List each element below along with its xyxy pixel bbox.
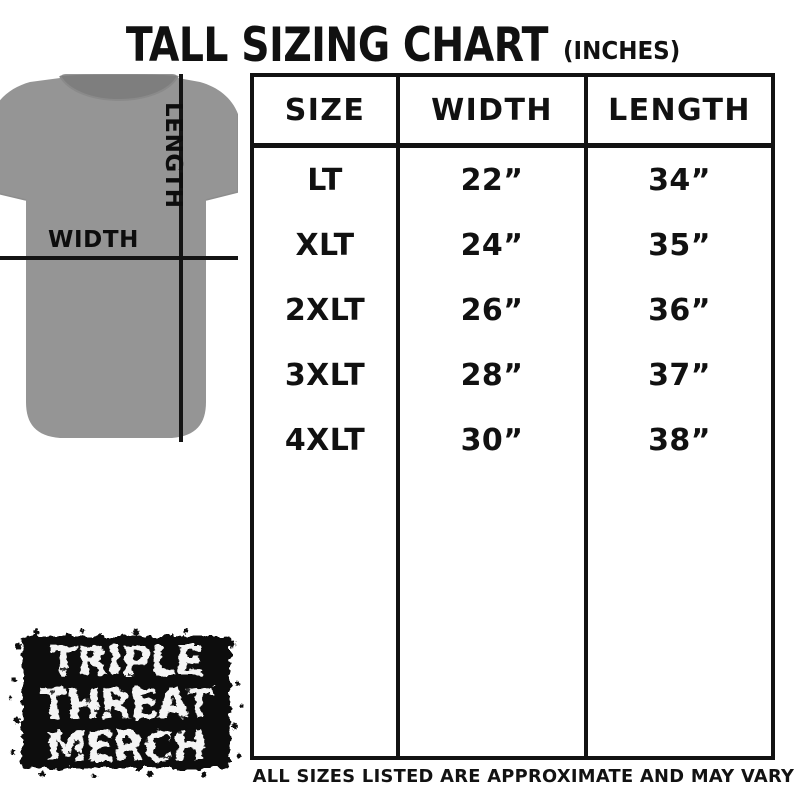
column-header-length: LENGTH bbox=[584, 77, 771, 143]
logo-line-triple: TRIPLE bbox=[50, 637, 203, 685]
page-title-main: TALL SIZING CHART bbox=[125, 18, 549, 73]
cell-size: 3XLT bbox=[284, 358, 366, 393]
approximate-sizes-note: ALL SIZES LISTED ARE APPROXIMATE AND MAY… bbox=[252, 766, 795, 787]
cell-width: 24” bbox=[396, 213, 584, 278]
length-measure-label: LENGTH bbox=[160, 102, 186, 209]
logo-line-merch: MERCH bbox=[46, 723, 206, 771]
table-row: XLT 24” 35” bbox=[254, 213, 771, 278]
table-row: 3XLT 28” 37” bbox=[254, 343, 771, 408]
table-header-row: SIZE WIDTH LENGTH bbox=[254, 77, 771, 148]
cell-width: 26” bbox=[396, 278, 584, 343]
cell-size: LT bbox=[307, 163, 343, 198]
table-body: LT 22” 34” XLT 24” 35” 2XLT 26” 36” 3XLT… bbox=[254, 148, 771, 759]
cell-length: 37” bbox=[584, 343, 771, 408]
table-row: LT 22” 34” bbox=[254, 148, 771, 213]
page-title-unit: (INCHES) bbox=[562, 36, 680, 65]
column-header-width: WIDTH bbox=[396, 77, 584, 143]
cell-size: XLT bbox=[295, 228, 355, 263]
cell-width: 22” bbox=[396, 148, 584, 213]
cell-length: 36” bbox=[584, 278, 771, 343]
size-chart-table: SIZE WIDTH LENGTH LT 22” 34” XLT 24” 35”… bbox=[250, 73, 775, 760]
triple-threat-merch-logo-icon: TRIPLE THREAT MERCH bbox=[8, 628, 244, 778]
column-divider-2 bbox=[584, 148, 588, 759]
cell-width: 30” bbox=[396, 408, 584, 473]
cell-size: 4XLT bbox=[284, 423, 366, 458]
page-title: TALL SIZING CHART (INCHES) bbox=[0, 18, 800, 73]
cell-length: 38” bbox=[584, 408, 771, 473]
width-measure-label: WIDTH bbox=[48, 227, 139, 253]
column-divider-1 bbox=[396, 148, 400, 759]
column-header-size: SIZE bbox=[284, 92, 366, 128]
brand-logo: TRIPLE THREAT MERCH bbox=[8, 628, 244, 778]
logo-line-threat: THREAT bbox=[40, 680, 213, 728]
cell-size: 2XLT bbox=[284, 293, 366, 328]
table-row: 2XLT 26” 36” bbox=[254, 278, 771, 343]
table-row: 4XLT 30” 38” bbox=[254, 408, 771, 473]
width-measure-line bbox=[0, 256, 238, 260]
cell-length: 35” bbox=[584, 213, 771, 278]
cell-length: 34” bbox=[584, 148, 771, 213]
tshirt-measurement-diagram: WIDTH LENGTH bbox=[0, 72, 238, 444]
table-empty-area bbox=[254, 473, 771, 759]
cell-width: 28” bbox=[396, 343, 584, 408]
